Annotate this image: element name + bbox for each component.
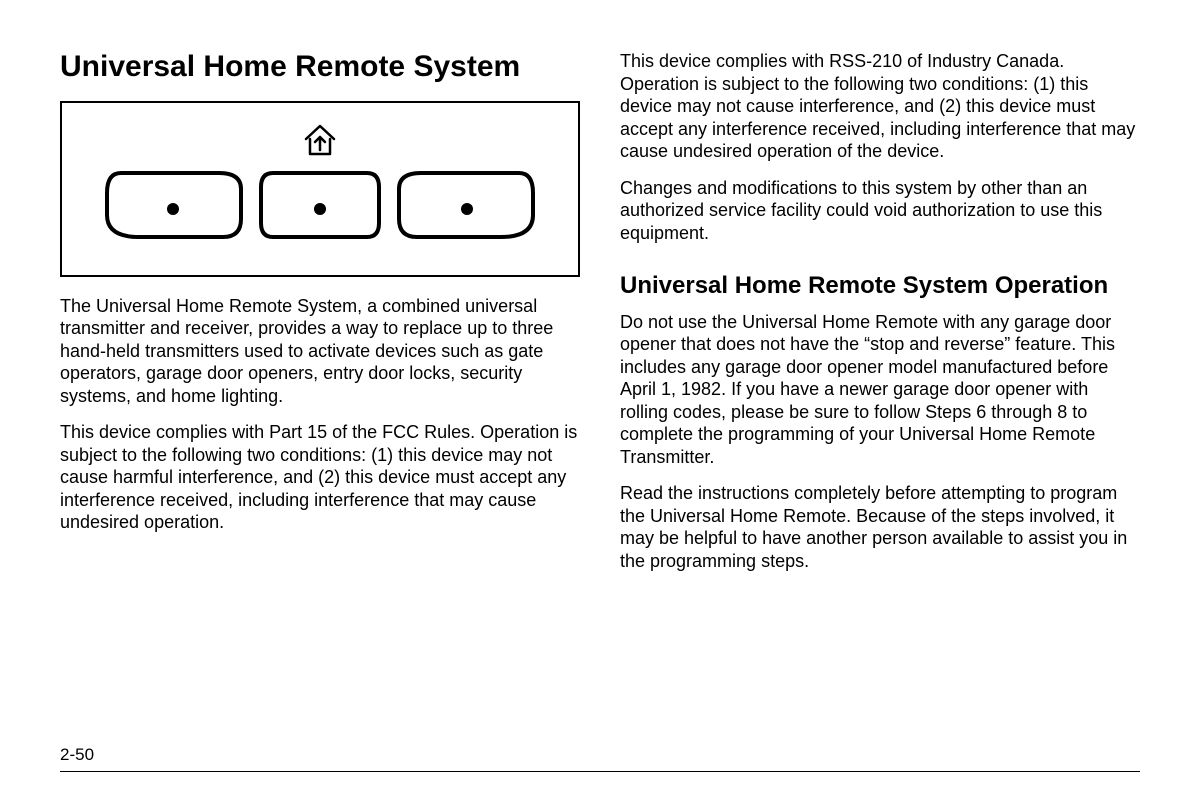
remote-figure: [60, 101, 580, 277]
page-container: Universal Home Remote System: [60, 50, 1140, 730]
remote-button-left-icon: [101, 165, 249, 245]
page-footer: 2-50: [60, 745, 1140, 772]
page-number: 2-50: [60, 745, 94, 764]
left-column: Universal Home Remote System: [60, 50, 580, 730]
right-paragraph-2: Changes and modifications to this system…: [620, 177, 1140, 245]
right-paragraph-1: This device complies with RSS-210 of Ind…: [620, 50, 1140, 163]
sub-heading: Universal Home Remote System Operation: [620, 272, 1140, 301]
house-up-icon: [302, 123, 338, 157]
right-paragraph-3: Do not use the Universal Home Remote wit…: [620, 311, 1140, 469]
right-column: This device complies with RSS-210 of Ind…: [620, 50, 1140, 730]
remote-buttons-row: [101, 165, 539, 245]
left-paragraph-1: The Universal Home Remote System, a comb…: [60, 295, 580, 408]
footer-divider: [60, 771, 1140, 772]
remote-button-middle-icon: [255, 165, 385, 245]
remote-button-right-icon: [391, 165, 539, 245]
left-paragraph-2: This device complies with Part 15 of the…: [60, 421, 580, 534]
main-heading: Universal Home Remote System: [60, 50, 580, 85]
right-paragraph-4: Read the instructions completely before …: [620, 482, 1140, 572]
